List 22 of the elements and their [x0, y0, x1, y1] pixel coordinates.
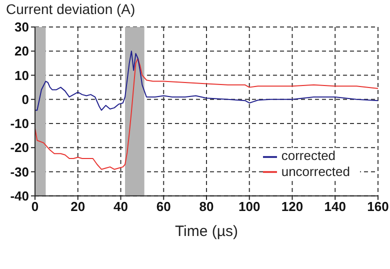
x-axis-title: Time (µs) [174, 222, 238, 240]
x-tick-label: 60 [156, 199, 171, 214]
x-tick-label: 140 [324, 199, 346, 214]
x-tick-label: 0 [31, 199, 39, 214]
y-tick-label: 10 [14, 68, 29, 83]
chart-title: Current deviation (A) [6, 1, 136, 17]
y-tick-label: -10 [10, 116, 29, 132]
y-tick-label: 0 [22, 92, 29, 107]
y-tick-label: -20 [10, 140, 29, 156]
y-tick-label: -30 [10, 164, 29, 180]
y-tick-label: 20 [14, 44, 29, 59]
legend-label: uncorrected [281, 164, 350, 179]
x-tick-label: 160 [367, 199, 389, 214]
x-tick-label: 20 [70, 199, 86, 214]
legend-label: corrected [281, 148, 336, 163]
x-tick-label: 120 [281, 199, 304, 214]
line-series [35, 50, 378, 111]
x-tick-label: 100 [238, 199, 260, 214]
x-tick-label: 40 [114, 199, 128, 214]
y-tick-label: 30 [14, 20, 29, 35]
x-tick-label: 80 [199, 199, 214, 214]
y-tick-label: -40 [10, 188, 29, 204]
